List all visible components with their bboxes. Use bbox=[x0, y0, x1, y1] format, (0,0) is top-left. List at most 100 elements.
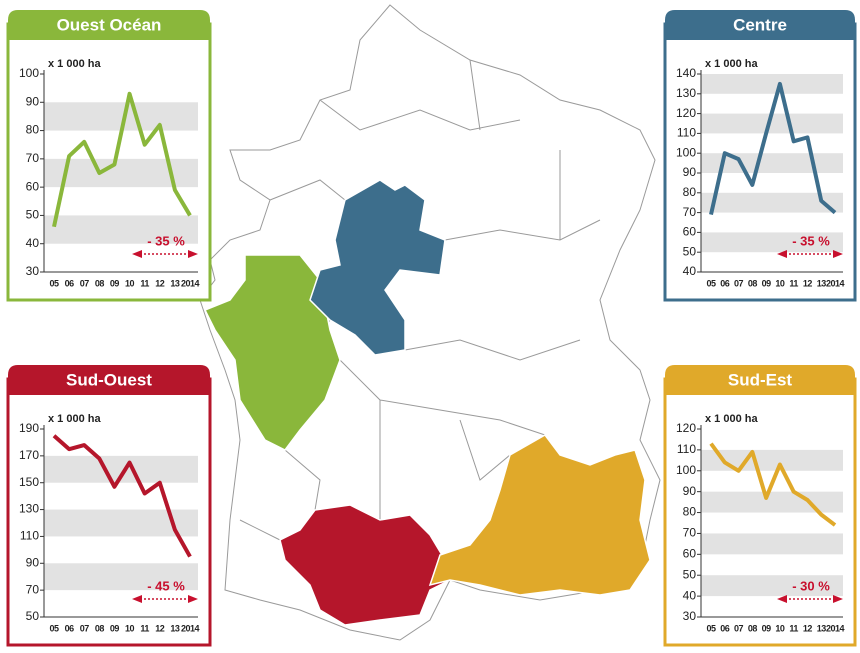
region-sud-est bbox=[428, 434, 651, 596]
data-line bbox=[709, 442, 837, 527]
annotation: - 35 % bbox=[792, 233, 830, 248]
y-tick-label: 110 bbox=[677, 126, 696, 140]
x-tick-label: 07 bbox=[734, 623, 744, 633]
x-tick-label: 2014 bbox=[181, 278, 200, 288]
y-tick-label: 90 bbox=[683, 165, 697, 179]
grid-band bbox=[701, 491, 843, 513]
x-tick-label: 09 bbox=[762, 623, 772, 633]
grid-band bbox=[701, 449, 843, 471]
x-tick-label: 07 bbox=[734, 278, 744, 288]
y-tick-label: 40 bbox=[683, 588, 697, 602]
y-tick-label: 40 bbox=[26, 236, 40, 250]
panel-title: Sud-Ouest bbox=[66, 370, 152, 389]
x-tick-label: 13 bbox=[817, 623, 827, 633]
x-tick-label: 09 bbox=[110, 623, 120, 633]
y-tick-label: 60 bbox=[683, 225, 697, 239]
x-tick-label: 07 bbox=[80, 623, 90, 633]
panel-header bbox=[665, 10, 855, 40]
grid-band bbox=[701, 192, 843, 213]
y-tick-label: 80 bbox=[683, 505, 697, 519]
x-tick-label: 11 bbox=[140, 278, 149, 288]
y-tick-label: 60 bbox=[26, 179, 40, 193]
x-tick-label: 05 bbox=[706, 623, 716, 633]
x-tick-label: 08 bbox=[95, 623, 105, 633]
x-tick-label: 11 bbox=[789, 623, 798, 633]
x-tick-label: 06 bbox=[720, 623, 730, 633]
y-tick-label: 80 bbox=[26, 123, 40, 137]
grid-band bbox=[701, 232, 843, 253]
unit-label: x 1 000 ha bbox=[705, 58, 758, 70]
y-tick-label: 130 bbox=[676, 86, 696, 100]
y-tick-label: 100 bbox=[676, 145, 696, 159]
x-tick-label: 08 bbox=[748, 623, 758, 633]
x-tick-label: 11 bbox=[789, 278, 798, 288]
y-tick-label: 50 bbox=[683, 567, 697, 581]
x-tick-label: 13 bbox=[817, 278, 827, 288]
y-tick-label: 70 bbox=[683, 205, 697, 219]
y-tick-label: 140 bbox=[676, 66, 696, 80]
y-tick-label: 170 bbox=[19, 448, 39, 462]
y-tick-label: 80 bbox=[683, 185, 697, 199]
y-tick-label: 30 bbox=[683, 609, 697, 623]
x-tick-label: 12 bbox=[803, 278, 813, 288]
x-tick-label: 08 bbox=[748, 278, 758, 288]
region-sud-ouest bbox=[279, 504, 462, 626]
y-tick-label: 120 bbox=[676, 106, 696, 120]
data-line bbox=[52, 91, 192, 228]
grid-band bbox=[701, 575, 843, 597]
x-tick-label: 2014 bbox=[826, 278, 845, 288]
y-tick-label: 60 bbox=[683, 547, 697, 561]
y-tick-label: 110 bbox=[20, 529, 39, 543]
x-tick-label: 06 bbox=[65, 623, 75, 633]
grid-band bbox=[701, 74, 843, 94]
data-line bbox=[709, 81, 837, 216]
unit-label: x 1 000 ha bbox=[48, 58, 101, 70]
x-tick-label: 13 bbox=[170, 623, 180, 633]
x-tick-label: 2014 bbox=[181, 623, 200, 633]
x-tick-label: 12 bbox=[803, 623, 813, 633]
y-tick-label: 190 bbox=[19, 421, 39, 435]
y-tick-label: 110 bbox=[677, 442, 696, 456]
x-tick-label: 06 bbox=[65, 278, 75, 288]
y-tick-label: 90 bbox=[26, 555, 40, 569]
x-tick-label: 05 bbox=[706, 278, 716, 288]
panel: Ouest Océan x 1 000 ha 30 40 50 60 70 80 90 100 05… bbox=[6, 10, 212, 302]
region-centre bbox=[309, 179, 446, 356]
x-tick-label: 11 bbox=[140, 623, 149, 633]
y-tick-label: 40 bbox=[683, 264, 697, 278]
x-tick-label: 13 bbox=[170, 278, 180, 288]
x-tick-label: 12 bbox=[155, 623, 165, 633]
y-tick-label: 50 bbox=[26, 609, 40, 623]
panel-title: Ouest Océan bbox=[57, 15, 162, 34]
data-line bbox=[52, 434, 192, 558]
x-tick-label: 09 bbox=[762, 278, 772, 288]
panel-title: Centre bbox=[733, 15, 787, 34]
grid-band bbox=[701, 533, 843, 555]
x-tick-label: 09 bbox=[110, 278, 120, 288]
y-tick-label: 150 bbox=[19, 475, 39, 489]
grid-band bbox=[44, 563, 198, 591]
grid-band bbox=[701, 113, 843, 134]
x-tick-label: 2014 bbox=[826, 623, 845, 633]
x-tick-label: 06 bbox=[720, 278, 730, 288]
x-tick-label: 12 bbox=[155, 278, 165, 288]
y-tick-label: 90 bbox=[683, 484, 697, 498]
panel-header bbox=[665, 365, 855, 395]
x-tick-label: 07 bbox=[80, 278, 90, 288]
dept-lines bbox=[239, 59, 601, 541]
panel: Sud-Ouest x 1 000 ha 50 70 90 110 130 150 170 190… bbox=[6, 365, 212, 647]
annotation: - 35 % bbox=[147, 233, 185, 248]
x-tick-label: 10 bbox=[125, 623, 135, 633]
y-tick-label: 30 bbox=[26, 264, 40, 278]
x-tick-label: 05 bbox=[49, 623, 59, 633]
y-tick-label: 120 bbox=[676, 421, 696, 435]
y-tick-label: 50 bbox=[26, 208, 40, 222]
y-tick-label: 70 bbox=[26, 151, 40, 165]
x-tick-label: 10 bbox=[775, 278, 785, 288]
annotation: - 30 % bbox=[792, 578, 830, 593]
x-tick-label: 10 bbox=[125, 278, 135, 288]
panel-header bbox=[8, 10, 210, 40]
france-map bbox=[199, 4, 661, 641]
y-tick-label: 90 bbox=[26, 94, 40, 108]
